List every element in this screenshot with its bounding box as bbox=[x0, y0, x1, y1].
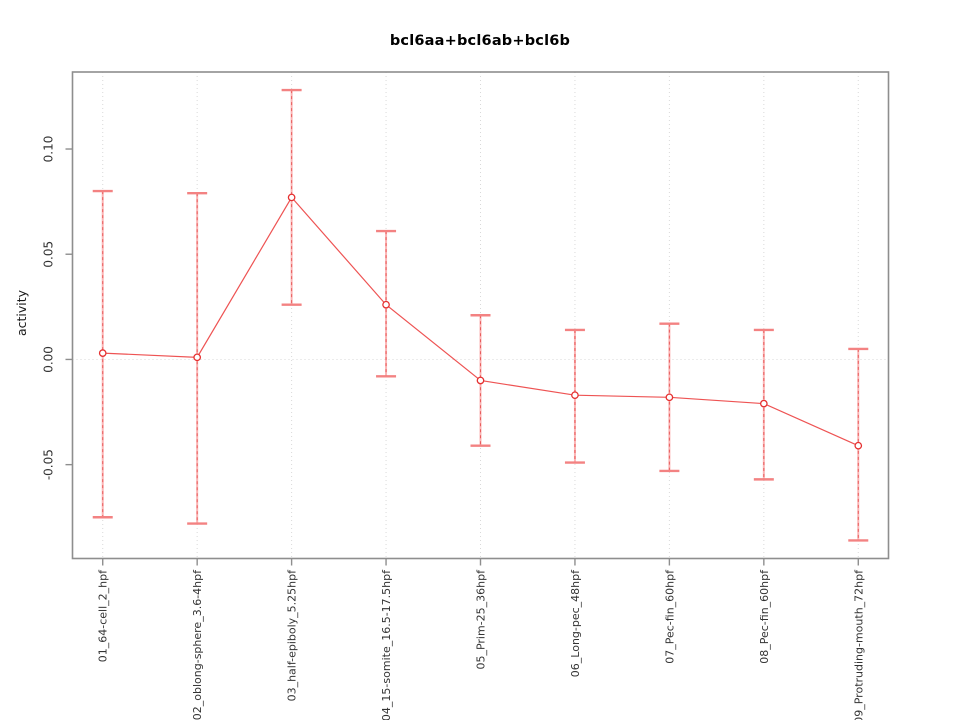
y-tick-label: 0.05 bbox=[42, 241, 56, 268]
x-tick-label: 09_Protruding-mouth_72hpf bbox=[852, 569, 865, 720]
data-point bbox=[287, 193, 296, 202]
x-tick-label: 02_oblong-sphere_3.6-4hpf bbox=[191, 569, 204, 720]
chart-title: bcl6aa+bcl6ab+bcl6b bbox=[389, 33, 571, 49]
data-point bbox=[382, 300, 390, 309]
x-tick-label: 04_15-somite_16.5-17.5hpf bbox=[380, 569, 393, 720]
y-tick-label: -0.05 bbox=[42, 449, 56, 480]
data-point bbox=[854, 441, 863, 450]
data-point bbox=[98, 349, 107, 357]
data-point bbox=[193, 353, 202, 362]
x-tick-label: 07_Pec-fin_60hpf bbox=[663, 569, 676, 664]
y-tick-label: 0.10 bbox=[42, 136, 56, 163]
data-point bbox=[759, 399, 768, 408]
x-tick-label: 03_half-epiboly_5.25hpf bbox=[286, 569, 299, 702]
data-point bbox=[665, 393, 674, 402]
y-axis-label: activity bbox=[14, 289, 29, 337]
y-tick-label: 0.00 bbox=[42, 346, 56, 373]
x-tick-label: 05_Prim-25_36hpf bbox=[475, 569, 488, 670]
x-tick-label: 06_Long-pec_48hpf bbox=[569, 569, 582, 677]
data-point bbox=[571, 391, 579, 400]
data-point bbox=[476, 376, 485, 385]
x-tick-label: 01_64-cell_2_hpf bbox=[97, 569, 110, 662]
x-tick-label: 08_Pec-fin_60hpf bbox=[758, 569, 771, 664]
